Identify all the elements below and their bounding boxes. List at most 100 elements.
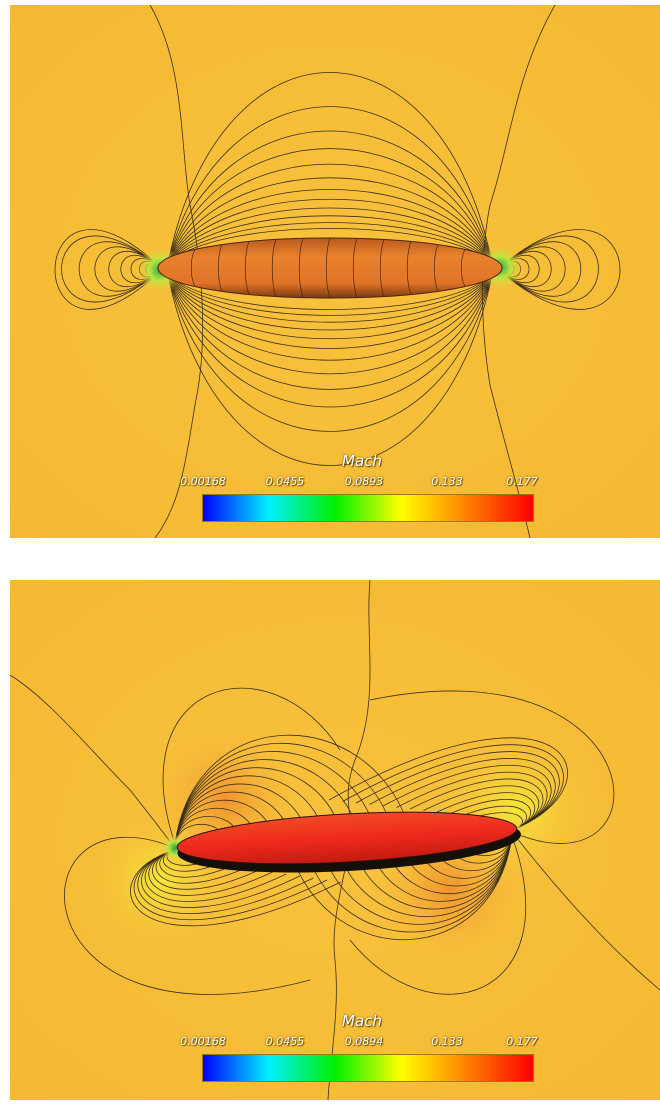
mach-contour-lines [10,580,660,1100]
contour-line [349,835,526,995]
contour-line [167,274,493,349]
body-surface-line [433,244,439,292]
contour-line [167,163,493,264]
contour-line [167,215,493,264]
contour-line [328,737,568,831]
body-surface-line [190,249,196,287]
contour-line [290,835,513,941]
contour-line [54,229,161,310]
contour-line [387,835,513,894]
flow-field-plot [10,5,660,538]
colorbar-tick-label: 0.133 [431,1035,463,1048]
contour-line [306,835,513,933]
contour-line [174,759,359,845]
body-surface-line [244,241,250,295]
contour-line [174,767,341,845]
colorbar-tick-label: 0.0455 [265,475,305,488]
ellipsoid-body [176,811,518,865]
contour-line [174,783,307,845]
contour-line [167,177,493,264]
contour-line [174,791,290,845]
contour-line [94,246,161,292]
contour-line [423,785,540,831]
colorbar-tick-label: 0.00168 [180,475,226,488]
contour-line [167,274,493,361]
contour-line [499,241,582,297]
body-surface-line [406,241,412,295]
flow-field-plot [10,580,660,1100]
colorbar-tick-label: 0.0894 [344,1035,384,1048]
contour-line [152,849,260,890]
contour-line [167,274,493,340]
contour-line [167,207,493,264]
contour-line [174,815,238,845]
contour-line [130,849,341,927]
contour-line [167,274,493,316]
contour-line [167,274,493,375]
colorbar-tick-label: 0.0455 [265,1035,305,1048]
colorbar-tick-label: 0.177 [506,475,538,488]
ellipsoid-body-group [176,811,521,873]
contour-line [396,771,548,831]
contour-line [382,765,552,831]
contour-line [167,222,493,264]
contour-line [167,274,493,432]
body-surface-line [271,239,277,297]
colorbar [202,494,534,522]
contour-line [78,241,161,297]
contour-line [369,758,556,831]
contour-line [167,148,493,264]
contour-line [355,835,513,910]
contour-line [369,690,615,844]
contour-line [174,742,393,845]
mach-contour-panel-bottom: Mach 0.00168 0.0455 0.0894 0.133 0.177 [10,580,660,1100]
contour-line [167,274,493,408]
contour-line [371,835,513,902]
contour-line [499,251,552,287]
contour-line [108,251,161,287]
body-surface-lines [190,237,466,299]
body-surface-line [325,237,331,299]
contour-line [342,744,564,831]
colorbar-tick-label: 0.177 [506,1035,538,1048]
contour-line [174,775,324,845]
contour-line [167,274,493,466]
contour-line [174,734,410,845]
body-surface-line [379,239,385,297]
contour-line [167,274,493,323]
colorbar-title: Mach [342,1012,382,1030]
contour-line [174,751,376,845]
contour-line [167,274,493,390]
contour-line [133,849,328,920]
body-surface-line [460,249,466,287]
contour-line [167,72,493,264]
contour-line [355,751,560,831]
colorbar-title: Mach [342,452,382,470]
contour-line [167,198,493,264]
body-surface-line [298,238,304,298]
contour-line [499,246,566,292]
contour-line [174,799,272,845]
ellipsoid-body [157,237,503,299]
contour-line [339,835,513,918]
contour-line [511,831,660,991]
body-surface-line [352,238,358,298]
contour-line [144,849,287,902]
contour-line [409,778,544,831]
contour-line [162,687,341,845]
contour-line [403,835,513,887]
deceleration-region-right [430,735,600,885]
colorbar-tick-label: 0.00168 [180,1035,226,1048]
colorbar-tick-label: 0.0893 [344,475,384,488]
contour-line [450,799,531,831]
contour-line [64,836,311,995]
contour-line [167,130,493,264]
colorbar-tick-label: 0.133 [431,475,463,488]
contour-line [10,674,176,849]
contour-line [167,274,493,310]
contour-line [148,849,273,896]
body-surface-line [217,244,223,292]
contour-line [436,792,536,831]
contour-line [174,808,255,845]
contour-line [167,189,493,264]
